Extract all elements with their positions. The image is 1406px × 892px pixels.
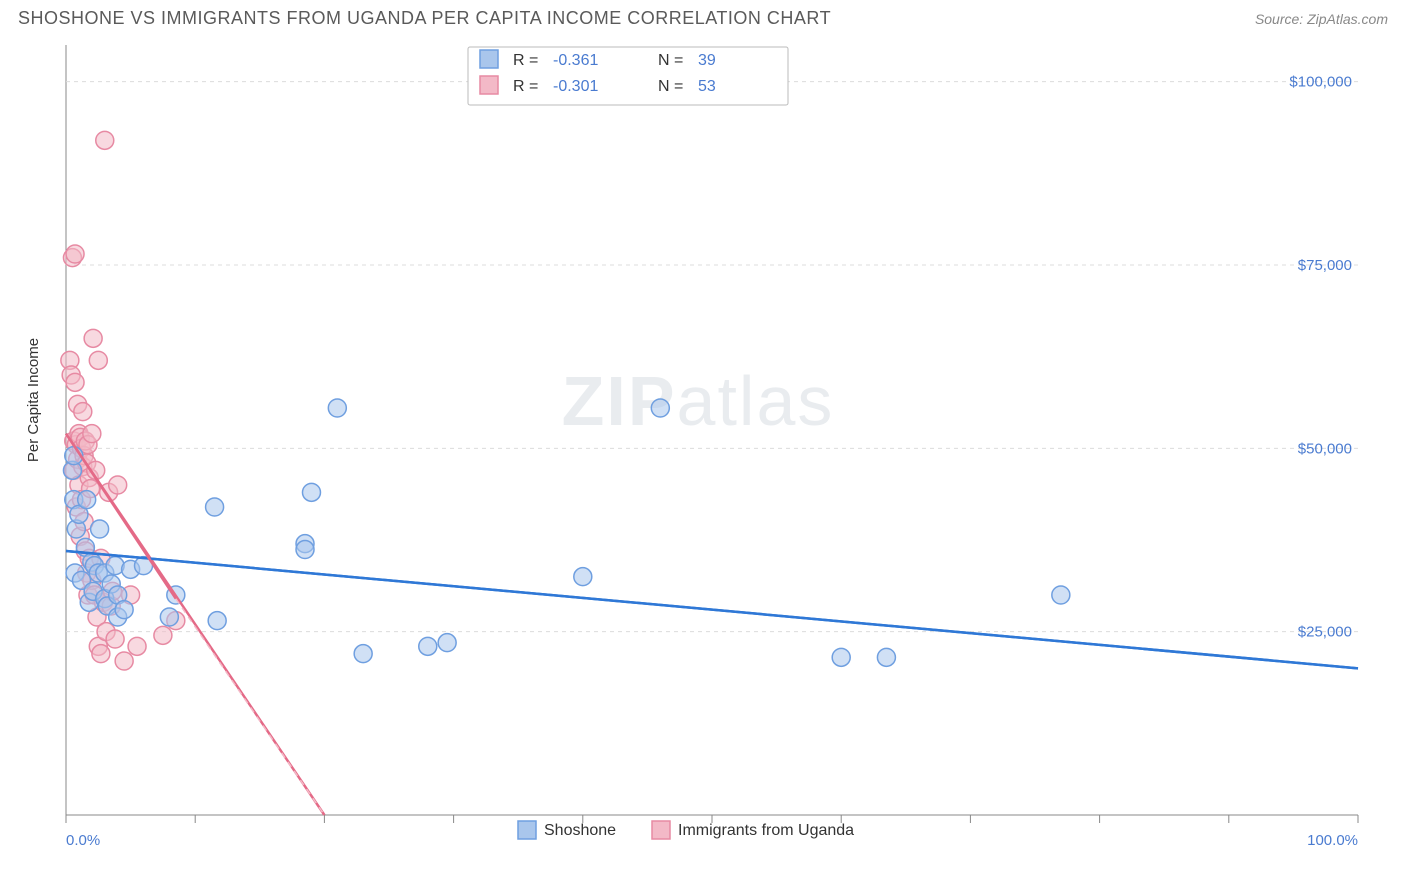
data-point xyxy=(84,329,102,347)
trend-line xyxy=(66,551,1358,668)
data-point xyxy=(206,498,224,516)
legend-n-label: N = xyxy=(658,78,683,95)
data-point xyxy=(419,637,437,655)
x-tick-label: 0.0% xyxy=(66,832,100,849)
legend-r-label: R = xyxy=(513,52,538,69)
legend-series-label: Immigrants from Uganda xyxy=(678,822,854,839)
legend-r-label: R = xyxy=(513,78,538,95)
header: SHOSHONE VS IMMIGRANTS FROM UGANDA PER C… xyxy=(0,0,1406,35)
data-point xyxy=(92,645,110,663)
data-point xyxy=(128,637,146,655)
data-point xyxy=(160,608,178,626)
data-point xyxy=(296,541,314,559)
data-point xyxy=(208,612,226,630)
data-point xyxy=(832,648,850,666)
data-point xyxy=(96,131,114,149)
data-point xyxy=(115,652,133,670)
data-point xyxy=(438,634,456,652)
source-attribution: Source: ZipAtlas.com xyxy=(1255,11,1388,27)
data-point xyxy=(78,491,96,509)
data-point xyxy=(1052,586,1070,604)
y-tick-label: $75,000 xyxy=(1298,257,1352,274)
legend-swatch xyxy=(518,821,536,839)
watermark: ZIPatlas xyxy=(562,362,835,440)
legend-swatch xyxy=(480,76,498,94)
data-point xyxy=(83,425,101,443)
legend-swatch xyxy=(652,821,670,839)
data-point xyxy=(66,373,84,391)
legend-swatch xyxy=(480,50,498,68)
data-point xyxy=(91,520,109,538)
x-tick-label: 100.0% xyxy=(1307,832,1358,849)
data-point xyxy=(89,351,107,369)
data-point xyxy=(74,403,92,421)
data-point xyxy=(154,626,172,644)
y-axis-label: Per Capita Income xyxy=(25,338,42,462)
data-point xyxy=(877,648,895,666)
data-point xyxy=(328,399,346,417)
y-tick-label: $100,000 xyxy=(1289,74,1352,91)
data-point xyxy=(302,483,320,501)
data-point xyxy=(354,645,372,663)
legend-n-label: N = xyxy=(658,52,683,69)
y-tick-label: $50,000 xyxy=(1298,440,1352,457)
legend-series-label: Shoshone xyxy=(544,822,616,839)
legend-n-value: 39 xyxy=(698,52,716,69)
data-point xyxy=(115,601,133,619)
data-point xyxy=(106,630,124,648)
scatter-chart: $25,000 $50,000 $75,000 $100,000 0.0% 100.0% P… xyxy=(18,35,1388,865)
chart-title: SHOSHONE VS IMMIGRANTS FROM UGANDA PER C… xyxy=(18,8,831,29)
y-tick-label: $25,000 xyxy=(1298,624,1352,641)
data-point xyxy=(651,399,669,417)
chart-svg: $25,000 $50,000 $75,000 $100,000 0.0% 100.0% P… xyxy=(18,35,1388,865)
data-point xyxy=(66,245,84,263)
data-point xyxy=(574,568,592,586)
legend-r-value: -0.361 xyxy=(553,52,598,69)
legend-n-value: 53 xyxy=(698,78,716,95)
data-point xyxy=(109,476,127,494)
legend-r-value: -0.301 xyxy=(553,78,598,95)
